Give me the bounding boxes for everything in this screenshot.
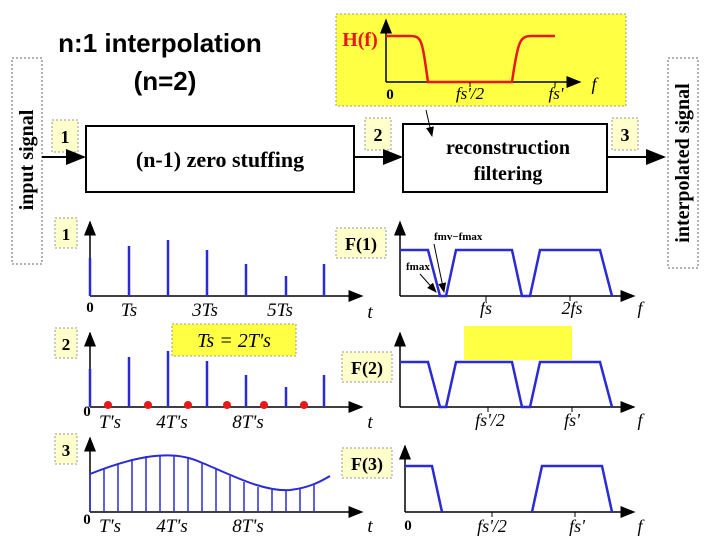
f1-label-box	[335, 227, 387, 259]
f2-axis-label: f	[637, 410, 645, 430]
zero-sample-dot	[144, 401, 152, 409]
p2-tick2: 4T's	[156, 412, 188, 433]
f1-spectrum	[400, 248, 614, 298]
panel3-tag: 3	[62, 441, 71, 460]
f1-fmax-label: fmax	[406, 261, 430, 273]
panel3-tag-box	[54, 433, 78, 465]
output-signal-box	[667, 57, 699, 269]
f1-tick2-label: 2fs	[561, 298, 582, 318]
p2-tick3: 8T's	[232, 412, 264, 433]
p3-axis-label: t	[367, 516, 373, 537]
output-signal-label: interpolated signal	[672, 83, 694, 243]
f3-tick2-label: fs'	[569, 516, 586, 536]
f3-zero: 0	[404, 518, 412, 534]
zero-sample-dot	[223, 401, 231, 409]
p1-tick2: 3Ts	[191, 300, 218, 321]
filter-label-line2: filtering	[474, 163, 543, 185]
p1-zero: 0	[86, 300, 94, 316]
step-3-label: 3	[621, 125, 630, 145]
p3-tick1: T's	[99, 516, 121, 537]
filter-response-label: H(f)	[342, 29, 378, 51]
f2-spectrum	[400, 360, 614, 409]
hf-tick-0: 0	[386, 87, 394, 103]
f1-tick1-label: fs	[480, 298, 492, 318]
input-signal-box	[11, 57, 43, 265]
p1-tick1: Ts	[121, 300, 137, 321]
f2-label-box	[341, 351, 393, 383]
zero-sample-dot	[184, 401, 192, 409]
hf-tick-half-label: fs'/2	[456, 84, 485, 103]
step-3-box	[611, 117, 639, 151]
zero-stuffing-label: (n-1) zero stuffing	[136, 147, 304, 172]
f2-tick1-label: fs'/2	[475, 410, 505, 430]
p3-tick3: 8T's	[232, 516, 264, 537]
p1-axis-label: t	[367, 302, 373, 323]
step-1-box	[51, 119, 79, 153]
p3-envelope	[89, 454, 331, 492]
f1-axis-label: f	[637, 298, 645, 318]
zero-sample-dot	[300, 401, 308, 409]
f1-fmv-pointer	[433, 243, 447, 293]
panel1-tag-box	[54, 217, 78, 249]
panel2-tag: 2	[62, 335, 71, 354]
relation-label: Ts = 2T's	[197, 330, 271, 352]
step-2-box	[364, 117, 392, 151]
title-line1: n:1 interpolation	[58, 28, 262, 58]
input-signal-label: input signal	[16, 109, 38, 210]
p1-tick3: 5Ts	[267, 300, 293, 321]
p1-samples	[88, 240, 326, 296]
title-line2: (n=2)	[134, 66, 197, 96]
f1-fmax-pointer	[419, 273, 437, 293]
p2-zero-dots	[104, 401, 308, 409]
p2-tick1: T's	[99, 412, 121, 433]
step-2-label: 2	[374, 125, 383, 145]
f3-spectrum	[405, 464, 614, 513]
f3-tick1-label: fs'/2	[477, 516, 507, 536]
filter-label-line1: reconstruction	[446, 137, 570, 159]
zero-sample-dot	[104, 401, 112, 409]
relation-box	[171, 323, 297, 357]
p3-tick2: 4T's	[156, 516, 188, 537]
reconstruction-filter-block	[402, 123, 608, 193]
p2-zero: 0	[83, 404, 91, 420]
f3-label-box	[341, 447, 393, 479]
p2-axis-label: t	[367, 412, 373, 433]
f1-fmv-label: fmv−fmax	[434, 231, 483, 243]
f2-label: F(2)	[351, 358, 383, 379]
p3-samples	[89, 455, 315, 512]
zero-sample-dot	[260, 401, 268, 409]
f2-highlight-box	[464, 326, 572, 360]
hf-axis-label: f	[591, 74, 599, 94]
f3-label: F(3)	[351, 454, 383, 475]
hf-tick-fs-label: fs'	[549, 84, 564, 103]
p2-samples	[88, 351, 326, 407]
f1-label: F(1)	[345, 234, 377, 255]
f2-tick2-label: fs'	[564, 410, 581, 430]
hf-pointer	[425, 109, 434, 137]
panel2-tag-box	[54, 327, 78, 359]
zero-stuffing-block	[85, 125, 355, 193]
step-1-label: 1	[61, 127, 70, 147]
panel1-tag: 1	[62, 225, 71, 244]
p3-zero: 0	[83, 512, 91, 528]
f3-axis-label: f	[637, 516, 645, 536]
